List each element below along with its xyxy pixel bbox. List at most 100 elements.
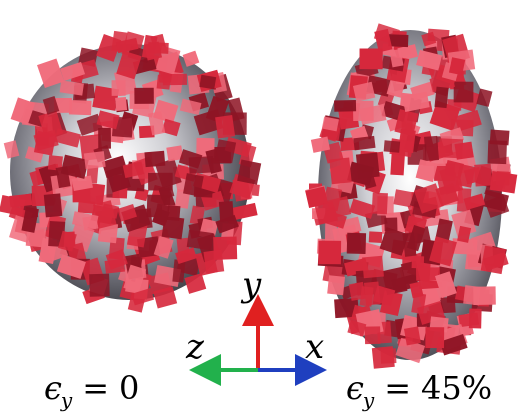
tile [37, 58, 65, 88]
tile [115, 96, 128, 111]
tile [425, 327, 445, 349]
tile [334, 99, 357, 112]
tile [43, 193, 63, 218]
tile [54, 128, 81, 148]
tile [161, 215, 185, 240]
strain-subscript: y [362, 388, 375, 412]
tile [138, 125, 155, 139]
tile [368, 231, 383, 243]
tile [346, 232, 367, 255]
tile [96, 110, 120, 130]
tile [305, 186, 329, 208]
tile [184, 273, 207, 294]
tile [487, 140, 507, 165]
tile [415, 159, 438, 183]
tile [429, 236, 457, 267]
tile [334, 297, 359, 319]
y-axis-label: y [242, 265, 262, 305]
tile [153, 286, 178, 309]
sphere-unstrained [0, 30, 262, 313]
tile [98, 127, 111, 149]
tile [348, 281, 366, 301]
tile [183, 173, 204, 197]
tile [397, 44, 418, 61]
tile [476, 88, 493, 107]
tile [434, 86, 449, 109]
tile [166, 145, 184, 162]
tile [218, 201, 234, 222]
tile [10, 97, 36, 125]
tile [457, 225, 472, 243]
z-axis-label: z [186, 327, 204, 367]
strain-symbol: ϵ [346, 369, 364, 407]
tile [371, 346, 395, 369]
tile [89, 273, 110, 297]
tile [473, 286, 496, 305]
tile [134, 87, 154, 104]
tile [318, 240, 342, 265]
tile [463, 193, 486, 211]
tile [395, 337, 426, 364]
tile [434, 218, 453, 244]
tile [480, 245, 506, 275]
tile [410, 81, 435, 101]
tile [411, 255, 425, 269]
tile [322, 210, 347, 229]
tile [362, 255, 384, 279]
tile [389, 48, 404, 68]
tile [359, 104, 387, 125]
strain-label-right: ϵy = 45% [346, 369, 492, 410]
tile [434, 271, 457, 298]
tile [452, 238, 478, 255]
tile [58, 230, 77, 252]
tile [440, 296, 456, 314]
tile [482, 189, 509, 212]
tile [76, 113, 103, 136]
tile [439, 333, 468, 356]
tile [310, 136, 331, 153]
tile [9, 193, 33, 208]
tile-cluster-right [305, 23, 518, 369]
tile [230, 202, 258, 221]
tile [175, 247, 197, 264]
tile [148, 111, 166, 136]
strain-value: 0 [119, 369, 140, 407]
tile [329, 157, 352, 185]
tile [172, 259, 186, 283]
tile [423, 135, 440, 161]
tile [359, 48, 383, 70]
strain-symbol: ϵ [44, 369, 62, 407]
tile [77, 200, 96, 214]
tile [453, 81, 474, 103]
tile [468, 308, 482, 329]
tile [21, 206, 39, 233]
tile [421, 31, 437, 47]
strain-label-left: ϵy = 0 [44, 369, 140, 410]
tile [379, 227, 409, 256]
tile [42, 95, 60, 115]
tile [413, 183, 444, 214]
tile [166, 205, 181, 221]
tile [55, 166, 71, 189]
tile [122, 161, 145, 179]
tile [71, 175, 93, 192]
tile [203, 249, 225, 274]
tile [144, 150, 166, 168]
tile [371, 192, 388, 215]
tile-cluster-left [0, 30, 262, 313]
tile [474, 163, 493, 187]
tile [448, 57, 466, 76]
tile [154, 203, 170, 223]
tile [68, 99, 92, 116]
tile [415, 267, 441, 281]
tile [59, 80, 84, 96]
tile [353, 135, 376, 151]
tile [215, 115, 236, 139]
tile [381, 266, 408, 296]
tile [105, 249, 128, 270]
tile [161, 118, 181, 137]
tile [364, 326, 381, 345]
tile [327, 275, 346, 296]
tile [214, 139, 237, 164]
tile [237, 159, 262, 185]
